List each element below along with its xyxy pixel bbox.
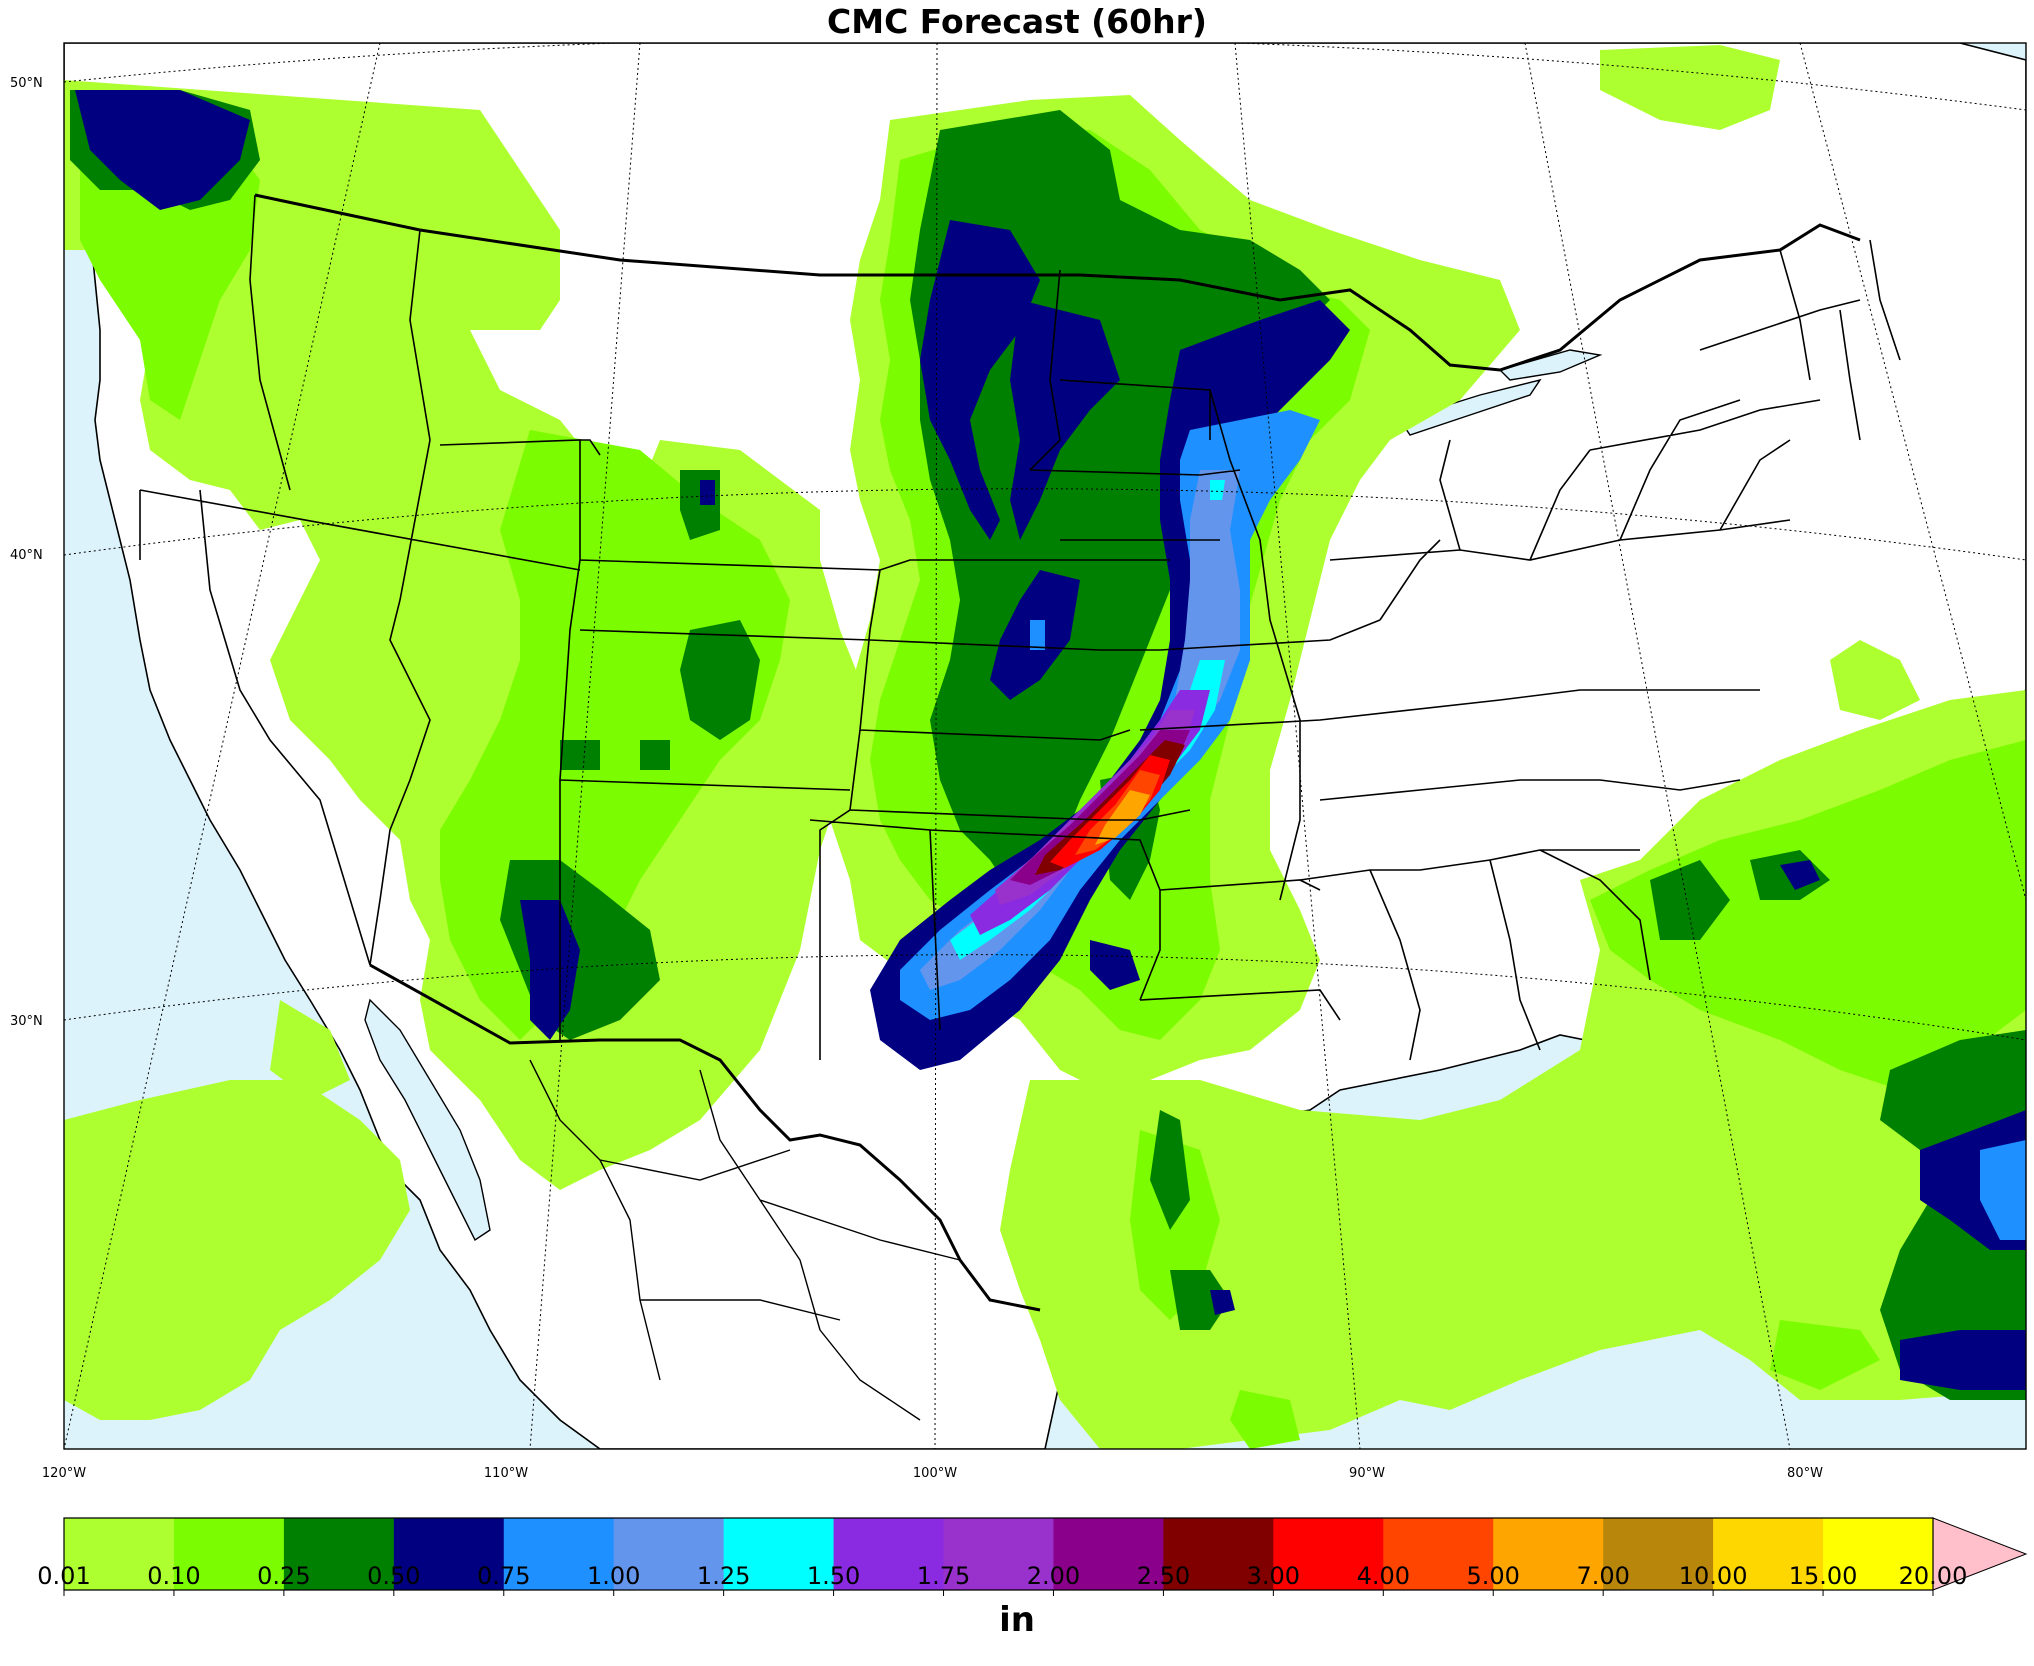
colorbar-tick-label: 0.25 — [257, 1562, 311, 1590]
colorbar-swatch — [1383, 1518, 1494, 1590]
colorbar-swatch — [64, 1518, 175, 1590]
us-canada-border — [254, 193, 1861, 372]
colorbar-tick-label: 0.75 — [477, 1562, 531, 1590]
colorbar-swatch — [283, 1518, 395, 1590]
colorbar-swatch — [1603, 1518, 1714, 1590]
colorbar-tick-label: 2.50 — [1136, 1562, 1191, 1590]
colorbar-tick-label: 1.75 — [916, 1562, 971, 1590]
colorbar-swatch — [393, 1518, 505, 1590]
colorbar-tick-label: 0.50 — [367, 1562, 421, 1590]
colorbar-tick-label: 0.01 — [37, 1562, 91, 1590]
colorbar-tick-label: 1.00 — [586, 1562, 641, 1590]
boundaries — [139, 193, 1901, 1421]
colorbar-swatch — [1273, 1518, 1384, 1590]
colorbar-tick-label: 7.00 — [1576, 1562, 1630, 1590]
colorbar-swatch — [723, 1518, 835, 1590]
meridian-80w — [1524, 43, 1791, 1449]
lat-label-30: 30°N — [10, 1014, 43, 1029]
colorbar-tick-label: 1.50 — [806, 1562, 861, 1590]
meridian-100w — [934, 43, 938, 1449]
lake-erie — [1398, 378, 1542, 436]
chart-title: CMC Forecast (60hr) — [827, 2, 1207, 41]
colorbar-swatch — [833, 1518, 945, 1590]
lat-label-40: 40°N — [10, 548, 43, 563]
lat-label-50: 50°N — [10, 76, 43, 91]
lon-label-80: 80°W — [1787, 1466, 1823, 1481]
colorbar-swatch — [1493, 1518, 1604, 1590]
meridian-110w — [529, 43, 641, 1449]
lon-label-90: 90°W — [1349, 1466, 1385, 1481]
colorbar-swatch — [173, 1518, 285, 1590]
colorbar-swatch — [1713, 1518, 1824, 1590]
colorbar-tick-label: 20.00 — [1898, 1562, 1968, 1590]
colorbar-swatch — [1163, 1518, 1274, 1590]
us-mexico-border — [369, 963, 1041, 1312]
colorbar — [63, 1517, 2028, 1596]
gulf-of-california — [364, 998, 491, 1242]
colorbar-tick-label: 3.00 — [1246, 1562, 1301, 1590]
colorbar-tick-label: 5.00 — [1466, 1562, 1520, 1590]
colorbar-tick-label: 15.00 — [1788, 1562, 1858, 1590]
lon-label-110: 110°W — [483, 1466, 529, 1481]
colorbar-swatch — [1823, 1518, 1934, 1590]
lon-label-100: 100°W — [912, 1466, 958, 1481]
colorbar-tick-label: 0.10 — [147, 1562, 201, 1590]
colorbar-tick-label: 4.00 — [1356, 1562, 1410, 1590]
parallel-50n — [64, 43, 2026, 111]
colorbar-tick-label: 1.25 — [696, 1562, 751, 1590]
parallel-30n — [64, 954, 2026, 1041]
precip-shading — [64, 45, 2026, 1449]
map-frame — [63, 42, 2027, 1450]
lon-label-120: 120°W — [41, 1466, 87, 1481]
colorbar-swatch — [613, 1518, 725, 1590]
graticule — [64, 43, 2026, 1449]
colorbar-swatch — [503, 1518, 615, 1590]
meridian-90w — [1234, 43, 1361, 1449]
state-lines — [139, 194, 1901, 1061]
lake-ontario — [1498, 349, 1603, 381]
colorbar-tick-label: 10.00 — [1678, 1562, 1748, 1590]
colorbar-units: in — [999, 1600, 1035, 1640]
mexico-state-lines — [529, 1059, 961, 1421]
colorbar-swatch — [1053, 1518, 1164, 1590]
colorbar-swatch — [943, 1518, 1054, 1590]
colorbar-tick-label: 2.00 — [1026, 1562, 1081, 1590]
meridian-120w — [64, 43, 381, 1449]
